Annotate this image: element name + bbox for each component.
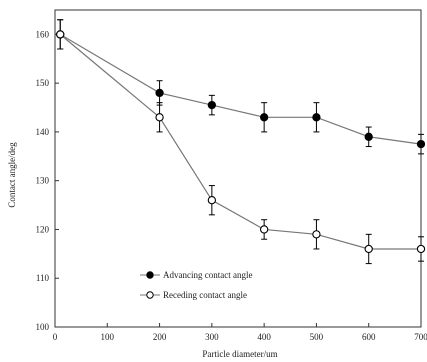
- data-point-receding: [56, 30, 65, 39]
- data-point-receding: [364, 244, 373, 254]
- data-point-receding: [207, 196, 217, 205]
- x-axis-ticks: 0 100 200 300 400 500 600 700: [53, 323, 427, 342]
- data-point-advancing: [155, 88, 164, 98]
- data-point-advancing: [207, 100, 217, 110]
- data-point-receding: [259, 225, 269, 234]
- x-tick-label: 200: [153, 332, 167, 342]
- series-line-advancing: [59, 33, 422, 145]
- data-point-advancing: [416, 139, 426, 149]
- x-tick-label: 600: [362, 332, 376, 342]
- series-layer: [56, 19, 426, 265]
- data-point-receding: [312, 230, 321, 239]
- y-tick-label: 100: [36, 322, 50, 332]
- plot-frame: [54, 9, 422, 328]
- x-tick-label: 0: [53, 332, 58, 342]
- y-tick-label: 110: [36, 273, 50, 283]
- x-tick-label: 700: [414, 332, 427, 342]
- y-axis-title: Contact angle/deg: [7, 142, 17, 208]
- legend-marker-advancing: [146, 271, 154, 279]
- x-tick-label: 400: [257, 332, 271, 342]
- x-tick-label: 100: [101, 332, 115, 342]
- y-tick-label: 160: [36, 29, 50, 39]
- data-point-advancing: [364, 132, 373, 141]
- x-tick-label: 500: [310, 332, 324, 342]
- data-point-advancing: [259, 113, 269, 122]
- y-tick-label: 140: [36, 127, 50, 137]
- data-point-advancing: [312, 113, 321, 122]
- data-point-receding: [416, 244, 426, 254]
- x-tick-label: 300: [205, 332, 219, 342]
- y-tick-label: 120: [36, 224, 50, 234]
- legend-label-advancing: Advancing contact angle: [163, 270, 252, 280]
- legend-marker-receding: [146, 291, 154, 299]
- y-tick-label: 150: [36, 78, 50, 88]
- x-axis-title: Particle diameter/um: [202, 349, 277, 359]
- data-point-receding: [155, 113, 164, 122]
- legend: Advancing contact angle Receding contact…: [140, 270, 252, 300]
- legend-label-receding: Receding contact angle: [163, 290, 247, 300]
- y-tick-label: 130: [36, 176, 50, 186]
